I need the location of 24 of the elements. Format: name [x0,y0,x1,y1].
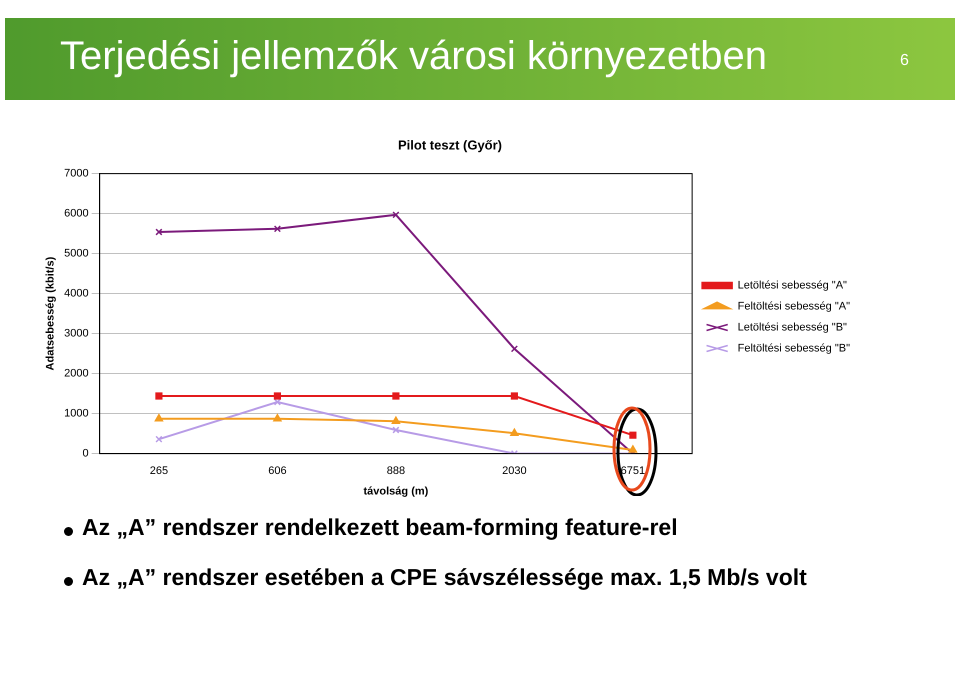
y-tick-label: 1000 [64,408,89,420]
legend-label: Letöltési sebesség "B" [738,322,848,334]
x-tick-label: 888 [386,465,406,478]
x-tick-label: 606 [268,465,287,478]
legend-label: Feltöltési sebesség "A" [738,300,850,313]
chart-title: Terjedési jellemzők városi környezetben [60,34,767,79]
y-tick-label: 0 [82,448,89,460]
x-axis-title: távolság (m) [364,485,429,498]
legend-label: Letöltési sebesség "A" [738,280,848,292]
y-tick-label: 3000 [64,328,89,340]
x-tick-label: 265 [150,465,168,478]
y-tick-label: 2000 [64,368,89,380]
x-tick-label: 2030 [502,465,527,478]
y-axis-title: Adatsebesség (kbit/s) [44,256,57,370]
text: Az „A” rendszer esetében a CPE sávszélessége max. 1,5 Mb/s volt [82,564,807,591]
chart-subtitle: Pilot teszt (Győr) [398,137,502,152]
y-tick-label: 7000 [64,168,89,180]
text: 6 [900,52,909,70]
y-tick-label: 4000 [64,288,89,300]
y-tick-label: 5000 [64,248,89,260]
legend-label: Feltöltési sebesség "B" [738,342,850,355]
text: Az „A” rendszer rendelkezett beam-forming feature-rel [82,514,678,541]
x-tick-label: 6751 [620,465,646,478]
y-tick-label: 6000 [64,208,89,220]
